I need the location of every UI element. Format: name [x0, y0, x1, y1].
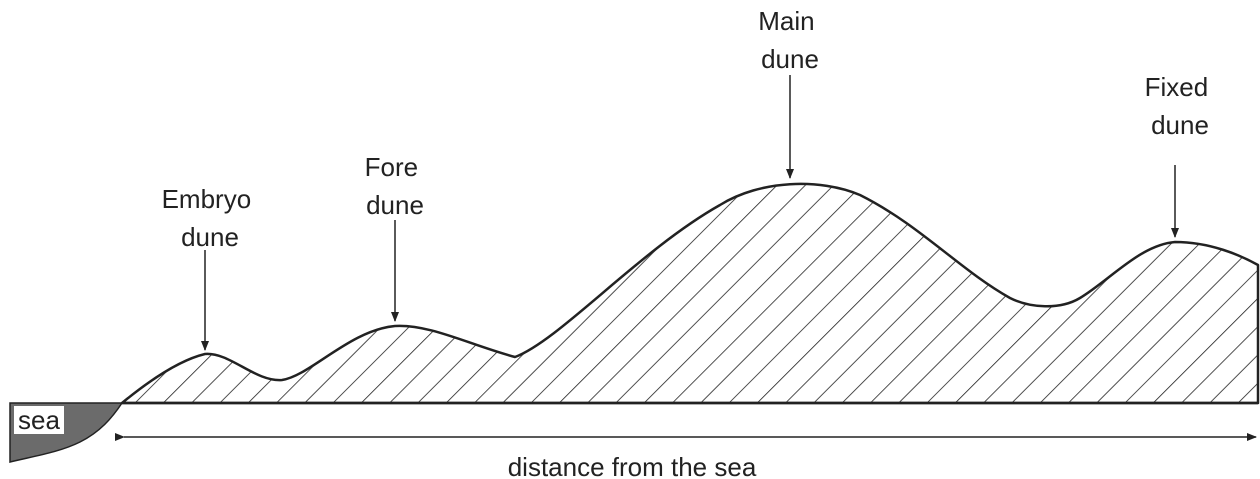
dune-profile: [120, 182, 1260, 405]
label-line: Main: [758, 6, 814, 36]
embryo-label: Embryo dune: [162, 184, 259, 252]
sea-label-box: [14, 406, 64, 434]
label-line: dune: [761, 44, 819, 74]
label-line: Fixed: [1145, 72, 1209, 102]
label-line: dune: [1151, 110, 1209, 140]
distance-label: distance from the sea: [508, 452, 757, 479]
label-line: dune: [181, 222, 239, 252]
sea-label: sea: [18, 405, 60, 435]
main-label: Main dune: [758, 6, 822, 74]
fixed-label: Fixed dune: [1145, 72, 1216, 140]
label-line: dune: [366, 190, 424, 220]
fore-label: Fore dune: [365, 152, 426, 220]
label-line: Fore: [365, 152, 418, 182]
label-line: Embryo: [162, 184, 252, 214]
